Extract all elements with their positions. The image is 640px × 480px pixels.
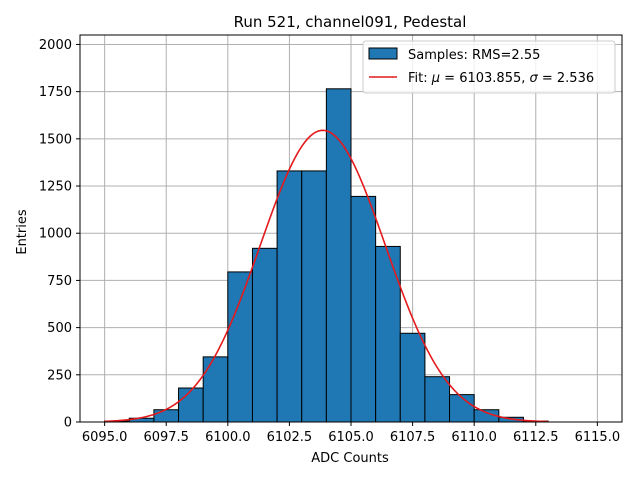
x-tick-label: 6105.0 xyxy=(328,430,374,445)
x-tick-label: 6095.0 xyxy=(82,430,128,445)
y-tick-label: 1500 xyxy=(39,132,72,147)
histogram-bar xyxy=(276,170,303,423)
y-tick-label: 1000 xyxy=(39,227,72,242)
x-axis-title: ADC Counts xyxy=(311,451,389,466)
legend-samples-label: Samples: RMS=2.55 xyxy=(408,48,540,63)
histogram-bar xyxy=(227,271,253,423)
histogram-bar xyxy=(301,170,327,423)
histogram-bar xyxy=(251,247,278,423)
y-tick-label: 1750 xyxy=(39,85,72,100)
histogram-bar xyxy=(202,356,229,423)
legend: Samples: RMS=2.55 Fit: μ = 6103.855, σ =… xyxy=(362,40,616,94)
x-tick-label: 6115.0 xyxy=(575,430,621,445)
histogram-bar xyxy=(375,245,401,423)
y-axis-title: Entries xyxy=(15,209,30,255)
x-tick-label: 6100.0 xyxy=(205,430,251,445)
y-tick-label: 1250 xyxy=(39,180,72,195)
histogram-bar xyxy=(178,387,204,423)
x-tick-label: 6097.5 xyxy=(143,430,189,445)
histogram-bar xyxy=(424,376,451,423)
histogram-bar xyxy=(449,394,475,423)
histogram-bar xyxy=(350,195,377,423)
histogram-bar xyxy=(153,409,180,423)
chart-title: Run 521, channel091, Pedestal xyxy=(234,13,467,31)
x-tick-label: 6110.0 xyxy=(451,430,497,445)
legend-box xyxy=(362,40,616,94)
histogram-bar xyxy=(399,332,426,423)
y-tick-label: 0 xyxy=(64,416,72,431)
y-axis-ticks: 0 250 500 750 1000 1250 1500 1750 2000 xyxy=(39,38,80,431)
legend-fit-label: Fit: μ = 6103.855, σ = 2.536 xyxy=(408,71,594,86)
y-tick-label: 2000 xyxy=(39,38,72,53)
fit-curve xyxy=(104,129,549,423)
x-axis-ticks: 6095.0 6097.5 6100.0 6102.5 6105.0 6107.5 6110… xyxy=(82,422,620,445)
y-tick-label: 500 xyxy=(47,321,72,336)
legend-samples-patch xyxy=(368,47,398,60)
y-tick-label: 750 xyxy=(47,274,72,289)
x-tick-label: 6102.5 xyxy=(267,430,313,445)
x-tick-label: 6107.5 xyxy=(390,430,436,445)
histogram-bar xyxy=(325,88,352,423)
y-tick-label: 250 xyxy=(47,368,72,383)
x-tick-label: 6112.5 xyxy=(513,430,559,445)
